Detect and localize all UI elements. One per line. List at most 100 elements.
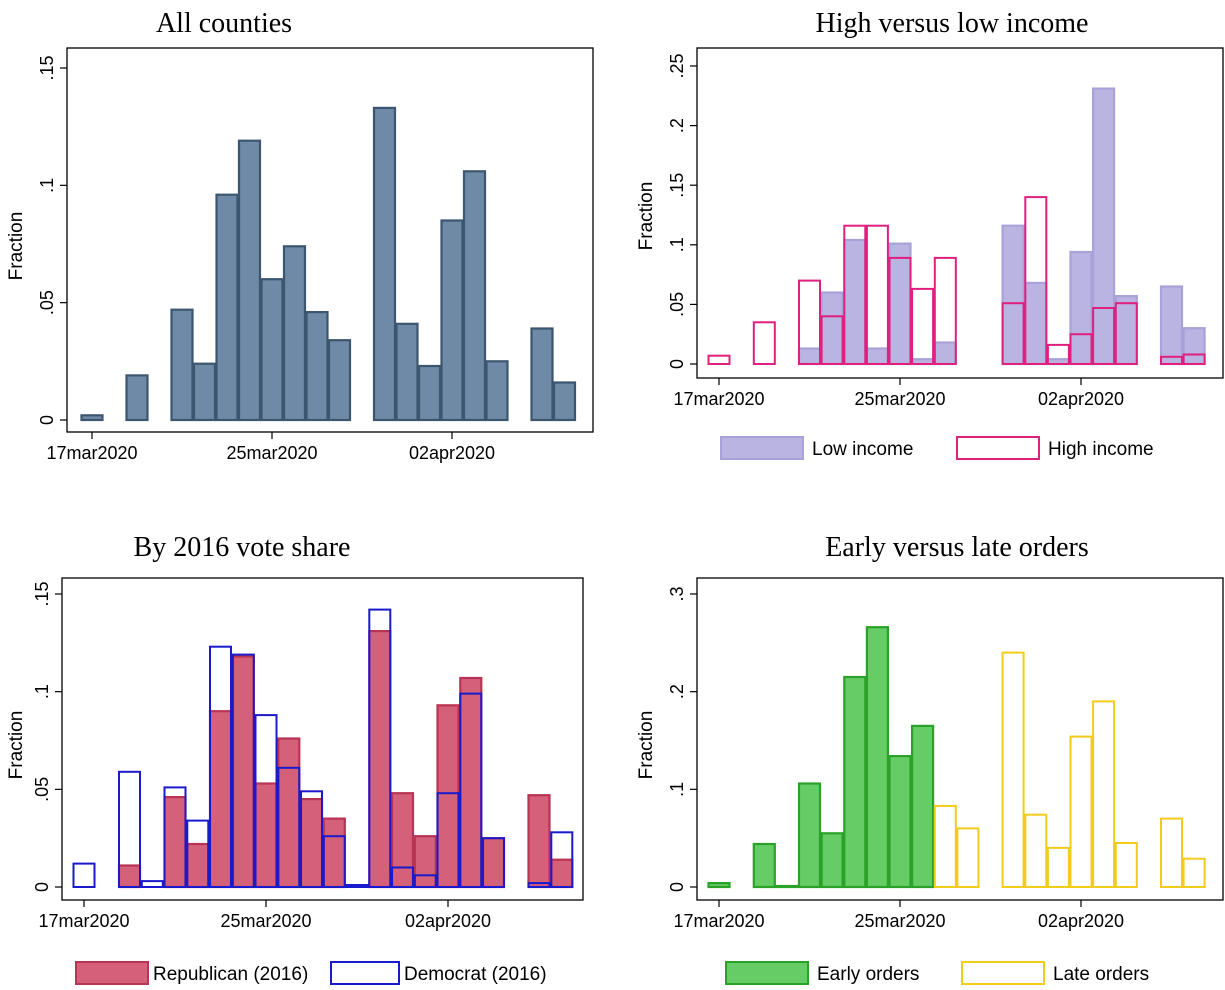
x-ticks: 17mar2020 25mar2020 02apr2020 [46, 432, 495, 463]
bar-republican-2016 [481, 837, 506, 889]
legend-label-high-income: High income [1048, 439, 1154, 460]
bar-series [372, 106, 397, 422]
bar-low-income [1114, 295, 1138, 366]
bar-democrat-2016 [391, 866, 414, 888]
series-low-income [797, 87, 1206, 366]
x-ticks: 17mar2020 25mar2020 02apr2020 [38, 900, 491, 931]
bar-republican-2016 [277, 737, 301, 889]
bar-late-orders [1046, 846, 1070, 889]
bar-democrat-2016 [300, 790, 323, 888]
chart-title: All counties [156, 8, 292, 39]
bar-high-income [865, 224, 889, 365]
y-axis-label: Fraction [6, 711, 27, 780]
y-tick-label: .3 [667, 586, 687, 601]
bar-low-income [797, 347, 822, 366]
bar-democrat-2016 [163, 786, 187, 889]
y-tick-label: .1 [667, 782, 687, 797]
x-tick-label: 02apr2020 [1038, 389, 1124, 409]
bar-series [125, 374, 149, 422]
bar-high-income [1046, 343, 1070, 365]
x-tick-label: 25mar2020 [854, 911, 945, 931]
legend-label-low-income: Low income [812, 439, 913, 460]
bar-late-orders [1024, 813, 1048, 889]
bar-low-income [843, 238, 867, 366]
chart-title: By 2016 vote share [134, 532, 351, 563]
bar-series [552, 381, 577, 422]
bar-early-orders [843, 675, 867, 889]
y-tick-label: 0 [37, 415, 57, 425]
y-ticks: 0 .05 .1 .15 [37, 55, 67, 425]
bar-early-orders [752, 842, 776, 889]
bar-high-income [798, 279, 821, 366]
x-tick-label: 25mar2020 [854, 389, 945, 409]
x-tick-label: 02apr2020 [405, 911, 491, 931]
bar-low-income [1069, 250, 1093, 366]
bar-series [260, 278, 284, 422]
bar-late-orders [933, 804, 957, 889]
bar-late-orders [1001, 651, 1025, 888]
bar-high-income [1001, 302, 1025, 366]
y-axis-label: Fraction [6, 212, 27, 281]
panel-all-counties: All counties Fraction 0 .05 .1 .15 17mar202… [6, 8, 594, 463]
y-tick-label: 0 [32, 882, 52, 892]
bar-series [485, 360, 509, 422]
legend-swatch-late-orders [961, 961, 1045, 985]
x-tick-label: 25mar2020 [226, 443, 317, 463]
bar-high-income [888, 256, 912, 365]
bar-late-orders [1160, 817, 1183, 888]
bar-republican-2016 [117, 864, 142, 889]
bar-republican-2016 [254, 782, 278, 889]
bar-series [327, 339, 352, 422]
bar-early-orders [888, 754, 912, 889]
bar-democrat-2016 [459, 692, 483, 888]
bar-series [462, 170, 487, 422]
legend-item-early-orders: Early orders [725, 961, 919, 985]
x-tick-label: 02apr2020 [409, 443, 495, 463]
bar-republican-2016 [163, 795, 187, 889]
y-ticks: 0 .05 .1 .15 [32, 581, 62, 892]
bar-republican-2016 [550, 858, 574, 889]
legend-item-low-income: Low income [720, 436, 913, 460]
bar-democrat-2016 [345, 884, 369, 888]
bars-layer [72, 608, 574, 889]
bar-republican-2016 [208, 710, 233, 889]
bar-late-orders [1114, 842, 1138, 888]
bar-early-orders [797, 782, 822, 889]
bar-democrat-2016 [482, 837, 505, 889]
series-late-orders [933, 651, 1206, 889]
bar-high-income [707, 354, 731, 366]
bar-republican-2016 [322, 817, 346, 889]
y-tick-label: .1 [667, 237, 687, 252]
bar-republican-2016 [390, 792, 415, 889]
bar-high-income [1092, 307, 1116, 365]
bar-late-orders [1182, 857, 1206, 889]
legend-swatch-early-orders [725, 961, 809, 985]
bar-republican-2016 [459, 676, 483, 889]
bar-republican-2016 [413, 835, 437, 889]
panel-early-versus-late-orders: Early versus late orders Fraction 0 .1 .2.… [636, 532, 1224, 985]
bar-democrat-2016 [209, 645, 232, 889]
bar-republican-2016 [299, 797, 324, 889]
bar-low-income [888, 242, 912, 366]
bar-series [395, 322, 419, 422]
bar-low-income [1001, 224, 1025, 366]
bar-series [192, 362, 217, 422]
bar-high-income [752, 321, 776, 365]
bar-series [282, 245, 307, 422]
legend-item-republican: Republican (2016) [75, 961, 308, 985]
y-tick-label: .15 [32, 581, 52, 606]
y-tick-label: .05 [37, 290, 57, 315]
bar-democrat-2016 [72, 862, 96, 888]
bar-democrat-2016 [322, 835, 346, 889]
bar-early-orders [775, 884, 799, 889]
bar-late-orders [956, 827, 980, 889]
chart-title: High versus low income [816, 8, 1089, 39]
y-tick-label: .25 [667, 53, 687, 78]
bar-late-orders [1092, 700, 1116, 889]
y-ticks: 0 .05 .1 .15 .2 .25 [667, 53, 697, 369]
legend: Early orders Late orders [725, 961, 1149, 985]
series-high-income [707, 196, 1206, 366]
bar-democrat-2016 [254, 714, 278, 888]
panel-by-2016-vote-share: By 2016 vote share Fraction 0 .05 .1 .15 17… [6, 532, 584, 985]
plot-frame [696, 47, 1224, 379]
